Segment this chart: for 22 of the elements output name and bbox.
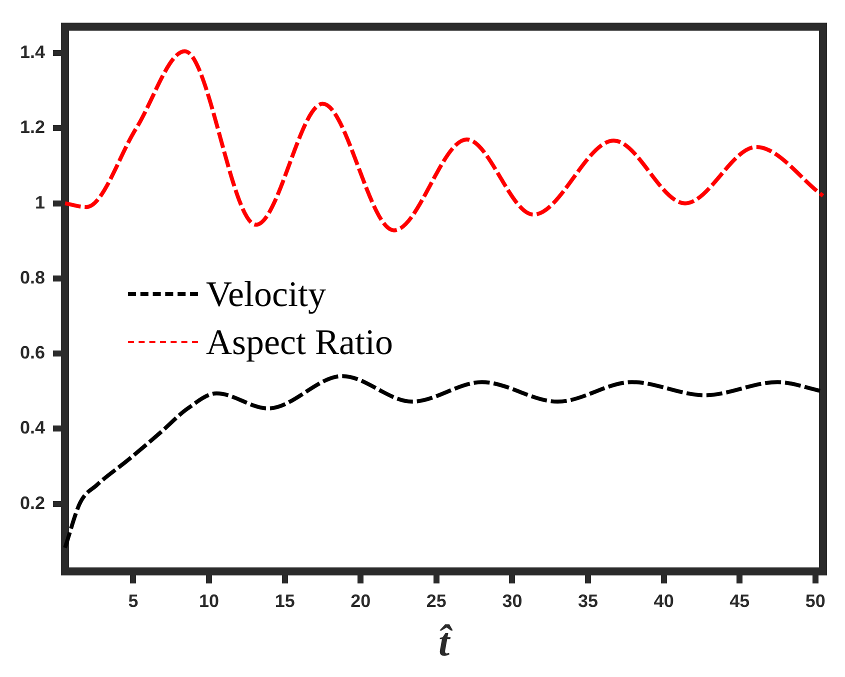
y-tick-label: 1.2 (20, 117, 46, 138)
y-tick-label: 0.6 (20, 342, 46, 363)
x-tick-label: 20 (350, 591, 371, 612)
legend-label: Velocity (206, 273, 326, 316)
x-tick-label: 50 (805, 591, 826, 612)
y-tick-label: 1 (35, 192, 46, 212)
x-axis-title: t̂ (438, 619, 454, 664)
x-tick-label: 35 (578, 591, 598, 612)
line-series (63, 49, 825, 232)
x-tick-label: 15 (274, 591, 295, 612)
x-tick-label: 5 (128, 591, 138, 612)
x-tick-label: 10 (199, 591, 220, 612)
y-tick-label: 0.4 (20, 418, 46, 438)
y-tick-label: 0.8 (20, 267, 46, 288)
legend-label: Aspect Ratio (206, 321, 393, 364)
x-tick-label: 25 (426, 591, 446, 612)
y-tick-label: 0.2 (20, 492, 46, 513)
line-series (63, 374, 824, 550)
x-tick-label: 30 (502, 591, 522, 612)
x-tick-label: 45 (730, 591, 750, 612)
y-tick-label: 1.4 (20, 42, 46, 62)
x-tick-label: 40 (654, 591, 674, 612)
